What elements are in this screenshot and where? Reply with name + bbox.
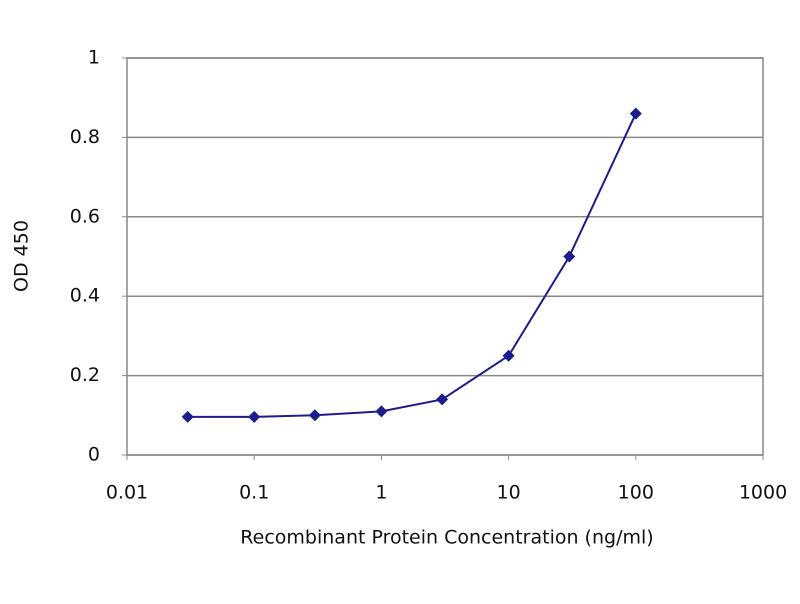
x-tick-label: 0.1 (239, 482, 269, 504)
y-tick-label: 0.6 (70, 205, 100, 227)
data-point (308, 409, 321, 422)
y-tick-label: 1 (88, 47, 100, 69)
x-tick-label: 0.01 (106, 482, 148, 504)
y-tick-label: 0.4 (70, 285, 100, 307)
y-axis-label: OD 450 (11, 220, 33, 292)
x-tick-label: 1 (375, 482, 387, 504)
data-point (629, 107, 642, 120)
data-point (248, 410, 261, 423)
y-tick-label: 0 (88, 444, 100, 466)
x-axis-label: Recombinant Protein Concentration (ng/ml… (240, 527, 653, 549)
data-point (502, 349, 515, 362)
data-point (563, 250, 576, 263)
data-point (375, 405, 388, 418)
data-point (181, 410, 194, 423)
x-tick-label: 100 (618, 482, 654, 504)
data-line (187, 113, 637, 418)
x-tick-label: 1000 (739, 482, 787, 504)
x-tick-label: 10 (497, 482, 521, 504)
plot-area (126, 57, 764, 456)
y-tick-label: 0.2 (70, 364, 100, 386)
y-tick-label: 0.8 (70, 126, 100, 148)
data-point (436, 393, 449, 406)
